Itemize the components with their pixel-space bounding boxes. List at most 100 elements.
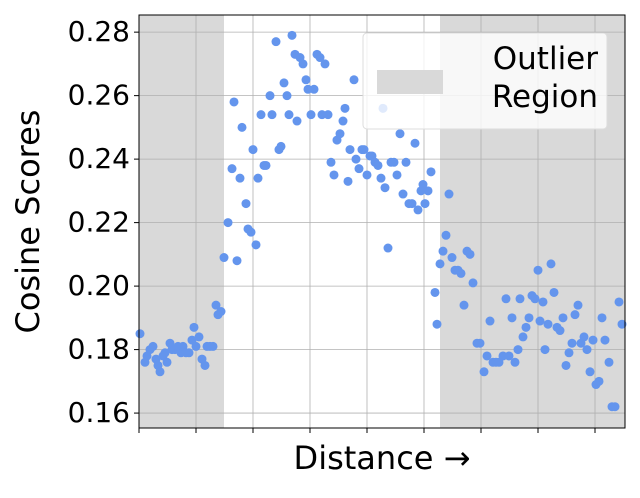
point [235,173,245,183]
point [246,227,256,237]
point [241,199,251,209]
point [219,253,229,263]
y-axis-label: Cosine Scores [9,110,47,334]
point [540,345,550,355]
point [189,322,199,332]
point [567,338,577,348]
point [287,30,297,40]
point [323,110,333,120]
point [232,256,242,266]
point [600,335,610,345]
point [432,319,442,329]
point [420,199,430,209]
point [456,268,466,278]
y-tick-label: 0.24 [68,142,130,175]
point [518,332,528,342]
point [435,259,445,269]
point [585,367,595,377]
point [604,357,614,367]
legend-swatch [377,70,443,94]
point [535,316,545,326]
point [248,145,258,155]
point [267,110,277,120]
point [524,313,534,323]
point [515,294,525,304]
legend-box [362,32,608,130]
point [555,326,565,336]
outlier-region [139,15,224,428]
point [184,348,194,358]
point [573,300,583,310]
point [546,259,556,269]
point [301,75,311,85]
point [558,313,568,323]
point [329,170,339,180]
point [447,253,457,263]
point [326,157,336,167]
point [501,294,511,304]
point [253,173,263,183]
point [376,173,386,183]
point [410,138,420,148]
point [320,59,330,69]
point [582,345,592,355]
point [155,367,165,377]
point [251,240,261,250]
point [279,78,289,88]
y-tick-label: 0.28 [68,15,130,48]
point [261,160,271,170]
point [160,348,170,358]
point [343,176,353,186]
point [282,91,292,101]
point [395,129,405,139]
point [407,199,417,209]
point [579,332,589,342]
point [216,306,226,316]
point [543,319,553,329]
point [510,357,520,367]
point [315,53,325,63]
point [340,103,350,113]
point [298,59,308,69]
point [438,246,448,256]
point [389,157,399,167]
point [564,348,574,358]
point [349,75,359,85]
point [423,186,433,196]
point [237,122,247,132]
point [380,183,390,193]
point [392,170,402,180]
point [588,335,598,345]
point [306,110,316,120]
point [538,297,548,307]
point [309,84,319,94]
point [413,205,423,215]
point [485,316,495,326]
point [373,160,383,170]
point [229,97,239,107]
point [194,332,204,342]
point [444,189,454,199]
point [398,189,408,199]
point [479,367,489,377]
point [335,129,345,139]
point [533,265,543,275]
point [561,360,571,370]
point [200,360,210,370]
point [594,376,604,386]
point [191,341,201,351]
y-tick-label: 0.22 [68,206,130,239]
point [549,287,559,297]
point [276,141,286,151]
point [459,300,469,310]
point [256,110,266,120]
point [475,338,485,348]
point [597,313,607,323]
point [148,341,158,351]
point [617,319,627,329]
y-tick-label: 0.20 [68,269,130,302]
y-tick-label: 0.18 [68,333,130,366]
legend-label: Outlier Region [491,41,598,115]
point [383,243,393,253]
